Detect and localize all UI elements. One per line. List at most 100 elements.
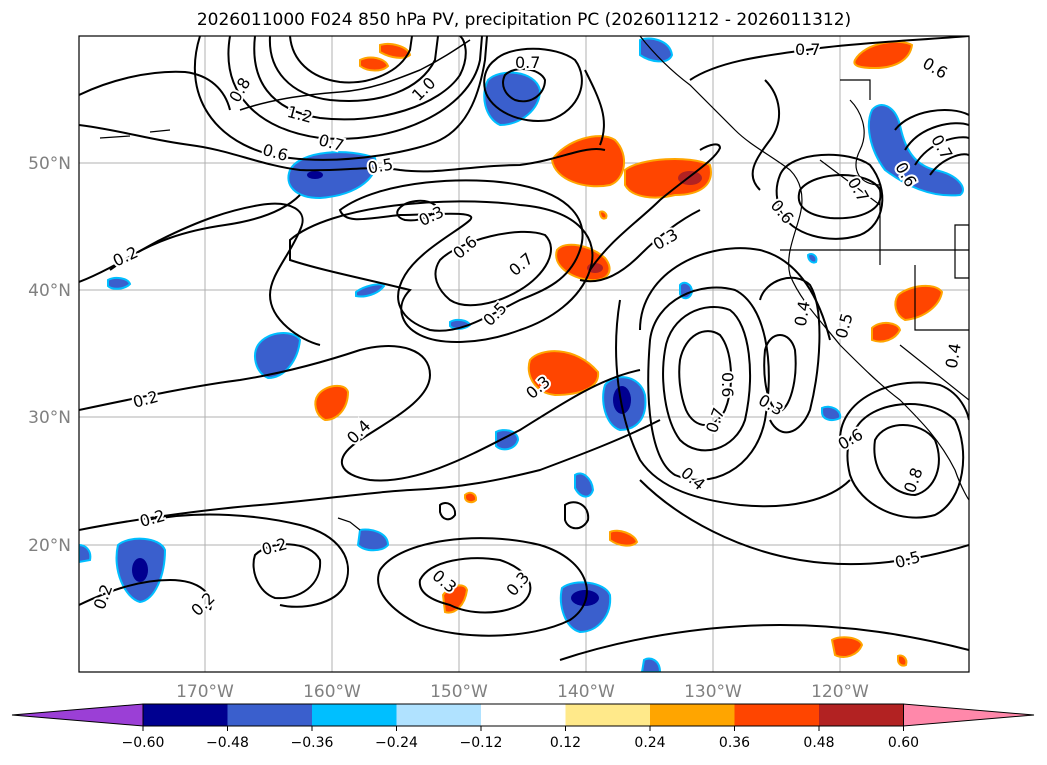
pv-contour <box>615 299 851 508</box>
pv-contour <box>589 143 722 271</box>
pv-contour <box>268 36 439 102</box>
colorbar-tick-label: −0.12 <box>460 735 503 751</box>
colorbar-segment <box>312 704 397 726</box>
colorbar-tick-label: 0.60 <box>888 735 919 751</box>
pv-contour <box>564 501 590 530</box>
orange-patch <box>598 210 608 220</box>
orange-patch <box>314 384 350 422</box>
latitude-labels: 50°N 40°N 30°N 20°N <box>28 154 71 556</box>
border-line <box>840 79 871 100</box>
lon-label-120w: 120°W <box>811 682 869 702</box>
pv-contour <box>502 68 547 103</box>
colorbar-segment <box>396 704 481 726</box>
pv-contour <box>338 179 584 332</box>
blue-core <box>613 386 631 414</box>
figure-title: 2026011000 F024 850 hPa PV, precipitatio… <box>197 10 851 30</box>
lon-label-150w: 150°W <box>430 682 488 702</box>
colorbar: −0.60 −0.48 −0.36 −0.24 −0.12 0.12 0.24 0.36 0.4… <box>11 703 1035 751</box>
blue-patch <box>287 151 377 200</box>
pv-contour <box>289 200 594 343</box>
pv-contour <box>79 419 661 531</box>
border-line <box>849 99 881 186</box>
pv-contour <box>289 36 413 84</box>
blue-patch <box>574 472 595 498</box>
pv-contour <box>79 345 641 482</box>
pv-contour <box>751 79 781 191</box>
map-area <box>79 36 969 672</box>
pv-contour <box>584 69 606 146</box>
precip-positive-patches <box>314 40 944 667</box>
blue-patch <box>355 283 386 298</box>
pv-contour <box>79 124 606 173</box>
coastline-aleutians-west <box>99 129 171 139</box>
orange-patch <box>550 135 625 188</box>
pv-contour <box>109 194 301 271</box>
blue-core <box>307 171 323 179</box>
coastline-aleutians <box>239 39 471 111</box>
pv-contour <box>775 153 884 240</box>
pv-contour <box>846 403 965 519</box>
border-line <box>819 159 881 206</box>
blue-core <box>132 558 148 582</box>
pv-contour <box>894 109 969 131</box>
pv-contour <box>647 286 770 481</box>
orange-patch <box>609 529 639 547</box>
pv-contour <box>252 543 322 600</box>
contour-label: 0.7 <box>515 53 540 72</box>
blue-patch <box>640 657 662 672</box>
pv-contour <box>873 424 940 497</box>
orange-patch <box>379 43 412 59</box>
pv-contour <box>639 479 969 566</box>
colorbar-outline <box>142 703 904 727</box>
coastline-hawaii <box>337 517 361 531</box>
orange-patch <box>464 491 478 504</box>
blue-patch <box>639 37 674 63</box>
lon-label-160w: 160°W <box>303 682 361 702</box>
colorbar-segment <box>819 704 904 726</box>
coastlines <box>99 36 969 531</box>
colorbar-tick-label: −0.60 <box>122 735 165 751</box>
blue-patch <box>107 276 132 290</box>
contour-label: 0.7 <box>795 40 820 59</box>
colorbar-segment <box>143 704 228 726</box>
blue-patch <box>806 252 818 264</box>
border-line <box>954 224 969 279</box>
coastline-north-america <box>639 36 969 501</box>
orange-patch <box>871 322 902 343</box>
colorbar-tick-label: 0.36 <box>719 735 750 751</box>
orange-patch <box>359 56 390 72</box>
orange-patch <box>894 284 944 322</box>
pv-contour <box>904 122 969 151</box>
pv-contour <box>79 70 231 111</box>
pv-contour <box>149 513 349 608</box>
colorbar-segment <box>734 704 819 726</box>
lat-label-50n: 50°N <box>28 154 71 174</box>
orange-patch <box>527 350 600 397</box>
colorbar-segment <box>650 704 735 726</box>
orange-patch <box>624 157 712 199</box>
orange-patch <box>853 40 914 70</box>
colorbar-tick-label: −0.48 <box>206 735 249 751</box>
pv-contour <box>579 209 701 283</box>
colorbar-tick-label: 0.48 <box>803 735 834 751</box>
pv-contour <box>759 276 821 434</box>
colorbar-segment <box>481 704 566 726</box>
colorbar-tick-label: −0.24 <box>375 735 418 751</box>
colorbar-segment <box>565 704 650 726</box>
blue-core <box>571 590 599 606</box>
pv-contour <box>79 578 212 611</box>
colorbar-tick-label: 0.24 <box>634 735 665 751</box>
lat-label-40n: 40°N <box>28 281 71 301</box>
lat-label-20n: 20°N <box>28 536 71 556</box>
pv-contour <box>662 305 751 452</box>
pv-contour <box>193 36 488 161</box>
pv-contour <box>678 330 733 426</box>
blue-patch <box>821 405 842 421</box>
pv-contour <box>396 199 437 222</box>
blue-patch <box>356 528 390 552</box>
pv-contours <box>79 36 969 661</box>
lat-label-30n: 30°N <box>28 408 71 428</box>
lon-label-140w: 140°W <box>557 682 615 702</box>
pv-contour <box>439 502 457 521</box>
